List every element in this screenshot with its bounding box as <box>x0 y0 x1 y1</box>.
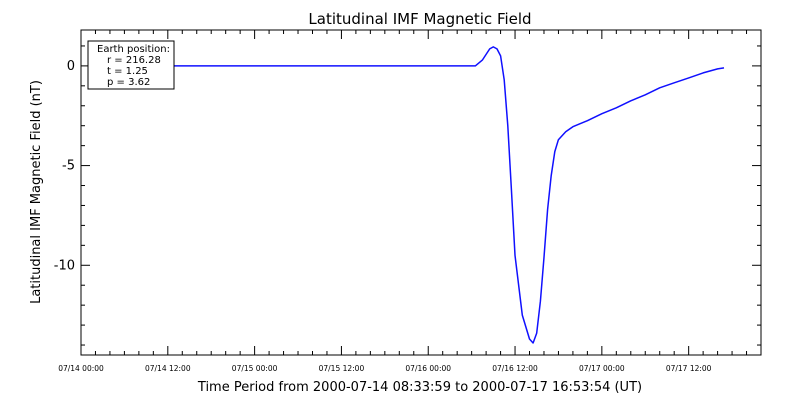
y-tick-label: -5 <box>62 159 75 174</box>
y-tick-label: 0 <box>67 59 75 74</box>
x-tick-label: 07/15 12:00 <box>319 364 365 373</box>
legend-t: t = 1.25 <box>107 66 148 77</box>
y-axis-label: Latitudinal IMF Magnetic Field (nT) <box>29 80 44 304</box>
legend-p: p = 3.62 <box>107 77 150 88</box>
x-tick-label: 07/16 00:00 <box>405 364 451 373</box>
earth-position-legend: Earth position: r = 216.28 t = 1.25 p = … <box>87 40 175 90</box>
plot-frame <box>80 29 762 356</box>
legend-r: r = 216.28 <box>107 55 161 66</box>
x-axis-ticks: 07/14 00:00 07/14 12:00 07/15 00:00 07/15 1… <box>58 30 762 373</box>
x-tick-label: 07/14 12:00 <box>145 364 191 373</box>
x-tick-label: 07/16 12:00 <box>492 364 538 373</box>
x-axis-label: Time Period from 2000-07-14 08:33:59 to … <box>197 380 642 395</box>
series-group <box>142 46 725 344</box>
chart-title: Latitudinal IMF Magnetic Field <box>308 10 531 28</box>
x-tick-label: 07/17 12:00 <box>666 364 712 373</box>
imf-bz-series-line <box>142 46 725 344</box>
x-tick-label: 07/14 00:00 <box>58 364 104 373</box>
legend-heading: Earth position: <box>97 44 170 55</box>
y-tick-label: -10 <box>54 258 75 273</box>
y-axis-ticks: 0 -5 -10 <box>54 45 761 346</box>
legend-box <box>87 40 175 90</box>
x-tick-label: 07/15 00:00 <box>232 364 278 373</box>
x-tick-label: 07/17 00:00 <box>579 364 625 373</box>
